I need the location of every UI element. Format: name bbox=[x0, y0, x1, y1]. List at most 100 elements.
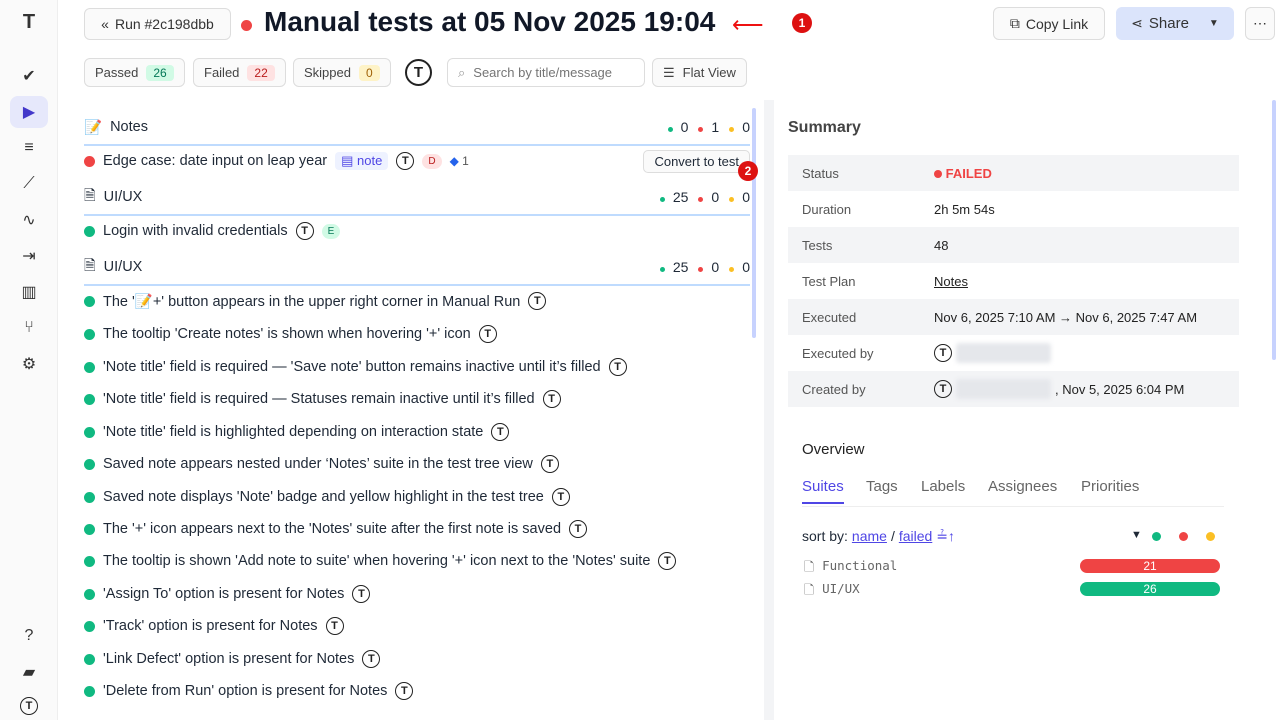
suite-item[interactable]: 🗋 Functional bbox=[804, 558, 897, 579]
filter-skipped[interactable]: Skipped 0 bbox=[293, 58, 391, 87]
test-title: 'Assign To' option is present for Notes bbox=[103, 586, 345, 602]
passed-status-icon bbox=[84, 361, 95, 373]
author-avatar: T bbox=[362, 650, 381, 668]
test-title: 'Note title' field is required — Statuse… bbox=[103, 391, 535, 407]
test-row[interactable]: 'Assign To' option is present for Notes T bbox=[84, 583, 750, 605]
skipped-legend-dot bbox=[1206, 532, 1215, 541]
assignee-badge: E bbox=[321, 223, 341, 239]
analytics-icon[interactable]: ▥ bbox=[21, 284, 37, 301]
summary-row: Status FAILED bbox=[788, 155, 1239, 191]
tab-priorities[interactable]: Priorities bbox=[1081, 478, 1140, 495]
copy-link-button[interactable]: ⧉ Copy Link bbox=[993, 7, 1105, 40]
import-icon[interactable]: ⇥ bbox=[22, 248, 36, 265]
logo-icon[interactable]: T bbox=[22, 10, 36, 33]
failed-status-icon bbox=[241, 20, 252, 31]
share-button[interactable]: ⋖ Share ▼ bbox=[1116, 7, 1234, 40]
user-avatar: T bbox=[934, 344, 952, 362]
test-title: Saved note displays 'Note' badge and yel… bbox=[103, 489, 544, 505]
jira-icon: ◆ bbox=[449, 154, 459, 168]
test-row[interactable]: The '📝+' button appears in the upper rig… bbox=[84, 290, 750, 312]
passed-status-icon bbox=[84, 685, 95, 697]
test-row[interactable]: 'Delete from Run' option is present for … bbox=[84, 680, 750, 702]
summary-row: Duration 2h 5m 54s bbox=[802, 201, 995, 217]
author-avatar: T bbox=[542, 390, 561, 408]
test-row[interactable]: Edge case: date input on leap year ▤ note… bbox=[84, 149, 750, 173]
author-avatar: T bbox=[478, 325, 497, 343]
failed-status-icon bbox=[84, 155, 95, 167]
test-row[interactable]: The '+' icon appears next to the 'Notes'… bbox=[84, 518, 750, 540]
test-row[interactable]: 'Track' option is present for Notes T bbox=[84, 615, 750, 637]
passed-status-icon bbox=[84, 523, 95, 535]
test-title: Saved note appears nested under ‘Notes’ … bbox=[103, 456, 533, 472]
test-row[interactable]: The tooltip 'Create notes' is shown when… bbox=[84, 323, 750, 345]
filter-failed[interactable]: Failed 22 bbox=[193, 58, 286, 87]
test-row[interactable]: 'Link Defect' option is present for Note… bbox=[84, 648, 750, 670]
resize-handle[interactable] bbox=[764, 100, 774, 720]
test-row[interactable]: Saved note appears nested under ‘Notes’ … bbox=[84, 453, 750, 475]
gear-icon[interactable]: ⚙ bbox=[21, 356, 37, 373]
passed-status-icon bbox=[84, 393, 95, 405]
suite-title: Notes bbox=[110, 119, 148, 135]
search-icon: ⌕ bbox=[458, 64, 466, 80]
test-title: Login with invalid credentials bbox=[103, 223, 288, 239]
search-field[interactable]: ⌕ bbox=[447, 58, 645, 87]
flat-view-button[interactable]: ☰ Flat View bbox=[652, 58, 747, 87]
more-options-button[interactable]: ⋯ bbox=[1245, 7, 1275, 40]
sort-order-icon[interactable]: ≟↑ bbox=[936, 528, 956, 544]
test-plan-link[interactable]: Notes bbox=[934, 273, 968, 289]
passed-status-icon bbox=[84, 328, 95, 340]
passed-status-icon bbox=[84, 555, 95, 567]
filter-passed[interactable]: Passed 26 bbox=[84, 58, 185, 87]
check-icon[interactable]: ✔ bbox=[22, 68, 36, 85]
branch-icon[interactable]: ⑂ bbox=[24, 319, 34, 336]
summary-scrollbar[interactable] bbox=[1272, 100, 1276, 360]
suite-item[interactable]: 🗋 UI/UX bbox=[804, 581, 860, 602]
suite-row[interactable]: 🗎 UI/UX 25 0 0 bbox=[84, 186, 750, 208]
defects-count: ◆ 1 bbox=[449, 154, 469, 168]
pulse-icon[interactable]: ∿ bbox=[22, 212, 36, 229]
tab-tags[interactable]: Tags bbox=[866, 478, 898, 495]
test-row[interactable]: 'Note title' field is required — Statuse… bbox=[84, 388, 750, 410]
test-row[interactable]: The tooltip is shown 'Add note to suite'… bbox=[84, 550, 750, 572]
author-avatar: T bbox=[352, 585, 371, 603]
test-row[interactable]: Login with invalid credentials T E bbox=[84, 220, 750, 242]
arrow-left-icon: ⟵ bbox=[732, 12, 764, 37]
tab-labels[interactable]: Labels bbox=[921, 478, 966, 495]
test-row[interactable]: 'Note title' field is required — 'Save n… bbox=[84, 356, 750, 378]
avatar[interactable]: T bbox=[10, 690, 48, 722]
test-row[interactable]: Saved note displays 'Note' badge and yel… bbox=[84, 486, 750, 508]
passed-status-icon bbox=[84, 620, 95, 632]
assignee-filter-avatar[interactable]: T bbox=[405, 59, 432, 86]
search-input[interactable] bbox=[473, 65, 634, 80]
suite-row[interactable]: 🗎 UI/UX 25 0 0 bbox=[84, 256, 750, 278]
summary-heading: Summary bbox=[788, 119, 861, 136]
folder-icon[interactable]: ▰ bbox=[22, 664, 36, 681]
author-avatar: T bbox=[540, 455, 559, 473]
help-icon[interactable]: ? bbox=[24, 627, 34, 644]
runs-play-icon[interactable]: ▶ bbox=[10, 96, 48, 128]
filter-icon[interactable]: ▼ bbox=[1131, 529, 1142, 541]
user-avatar: T bbox=[934, 380, 952, 398]
sort-by-failed-link[interactable]: failed bbox=[898, 528, 933, 544]
file-icon: 🗋 bbox=[804, 582, 815, 597]
test-title: 'Note title' field is highlighted depend… bbox=[103, 424, 484, 440]
summary-row: Tests 48 bbox=[788, 227, 1239, 263]
passed-status-icon bbox=[84, 458, 95, 470]
steps-icon[interactable]: ⟋ bbox=[23, 175, 35, 192]
tree-scrollbar[interactable] bbox=[752, 108, 756, 338]
suite-separator bbox=[84, 144, 750, 146]
test-row[interactable]: 'Note title' field is highlighted depend… bbox=[84, 421, 750, 443]
tab-suites[interactable]: Suites bbox=[802, 478, 844, 504]
sort-by-name-link[interactable]: name bbox=[851, 528, 887, 544]
suite-title: UI/UX bbox=[103, 189, 143, 205]
list-icon: ☰ bbox=[663, 64, 675, 80]
redacted-user-name bbox=[956, 343, 1051, 363]
convert-to-test-button[interactable]: Convert to test bbox=[643, 149, 750, 173]
assignee-badge: D bbox=[422, 153, 442, 169]
back-to-run-button[interactable]: «Run #2c198dbb bbox=[84, 8, 231, 40]
note-badge: ▤ note bbox=[335, 152, 389, 170]
tab-assignees[interactable]: Assignees bbox=[988, 478, 1058, 495]
list-check-icon[interactable]: ≡ bbox=[24, 139, 34, 156]
